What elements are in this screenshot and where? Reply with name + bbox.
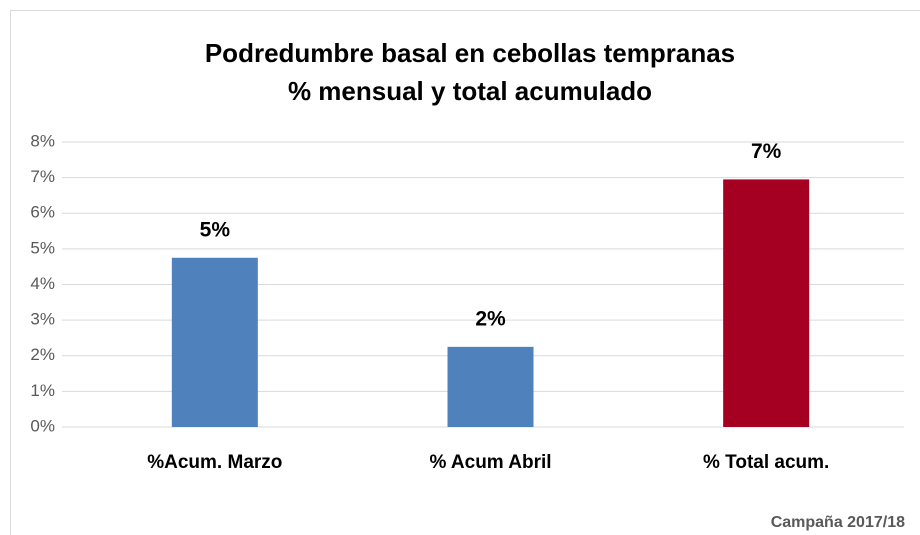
bar	[723, 179, 810, 427]
y-tick-label: 3%	[30, 310, 55, 329]
x-tick-label: % Total acum.	[703, 452, 829, 473]
y-tick-label: 6%	[30, 203, 55, 222]
y-tick-label: 1%	[30, 381, 55, 400]
y-tick-label: 7%	[30, 167, 55, 186]
bar	[171, 257, 258, 427]
value-label: 2%	[475, 307, 506, 330]
y-tick-label: 5%	[30, 238, 55, 257]
y-tick-label: 4%	[30, 274, 55, 293]
y-tick-label: 2%	[30, 345, 55, 364]
x-tick-label: % Acum Abril	[429, 452, 551, 473]
y-tick-label: 0%	[30, 416, 55, 435]
y-tick-label: 8%	[30, 131, 55, 150]
value-label: 7%	[751, 140, 782, 163]
value-label: 5%	[200, 218, 231, 241]
chart-subtitle: % mensual y total acumulado	[288, 76, 652, 106]
annotation: Campaña 2017/18	[771, 514, 905, 531]
chart-title: Podredumbre basal en cebollas tempranas	[205, 38, 735, 68]
bar	[447, 346, 534, 427]
x-tick-label: %Acum. Marzo	[147, 452, 282, 473]
